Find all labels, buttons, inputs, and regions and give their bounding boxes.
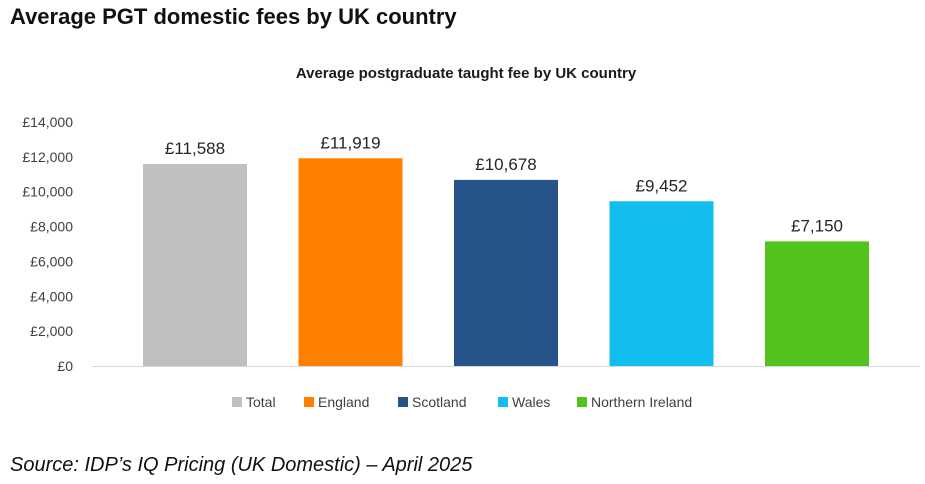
legend: Total England Scotland Wales Northern Irelan… bbox=[232, 394, 692, 410]
legend-swatch bbox=[498, 397, 508, 407]
bar-chart: Average postgraduate taught fee by UK co… bbox=[22, 65, 920, 410]
chart-container: Average postgraduate taught fee by UK co… bbox=[0, 52, 925, 432]
bar-total bbox=[143, 164, 247, 366]
legend-swatch bbox=[577, 397, 587, 407]
bar-scotland bbox=[454, 179, 558, 366]
data-label: £9,452 bbox=[636, 176, 688, 195]
bar-england bbox=[298, 158, 403, 366]
y-tick-label: £4,000 bbox=[30, 288, 73, 304]
source-note: Source: IDP’s IQ Pricing (UK Domestic) –… bbox=[10, 454, 473, 476]
y-tick-label: £10,000 bbox=[22, 184, 73, 200]
data-label: £7,150 bbox=[791, 216, 843, 235]
legend-swatch bbox=[232, 397, 242, 407]
y-tick-label: £0 bbox=[57, 358, 73, 374]
y-tick-label: £8,000 bbox=[30, 219, 73, 235]
legend-label: Northern Ireland bbox=[591, 394, 692, 410]
y-tick-label: £12,000 bbox=[22, 149, 73, 165]
legend-swatch bbox=[398, 397, 408, 407]
data-label: £11,588 bbox=[165, 139, 225, 158]
y-tick-label: £14,000 bbox=[22, 114, 73, 130]
legend-label: Total bbox=[246, 394, 276, 410]
chart-title: Average postgraduate taught fee by UK co… bbox=[296, 65, 637, 82]
data-label: £11,919 bbox=[320, 133, 380, 152]
y-tick-label: £6,000 bbox=[30, 253, 73, 269]
page-title: Average PGT domestic fees by UK country bbox=[10, 4, 457, 29]
bar-northern-ireland bbox=[765, 241, 869, 366]
data-label: £10,678 bbox=[475, 155, 536, 174]
legend-label: Scotland bbox=[412, 394, 466, 410]
legend-label: England bbox=[318, 394, 369, 410]
legend-swatch bbox=[304, 397, 314, 407]
y-axis: £0 £2,000 £4,000 £6,000 £8,000 £10,000 £12,000… bbox=[22, 114, 73, 374]
y-tick-label: £2,000 bbox=[30, 323, 73, 339]
bar-wales bbox=[609, 201, 714, 366]
bars-group: £11,588 £11,919 £10,678 £9,452 £7,150 bbox=[143, 133, 869, 366]
legend-label: Wales bbox=[512, 394, 550, 410]
